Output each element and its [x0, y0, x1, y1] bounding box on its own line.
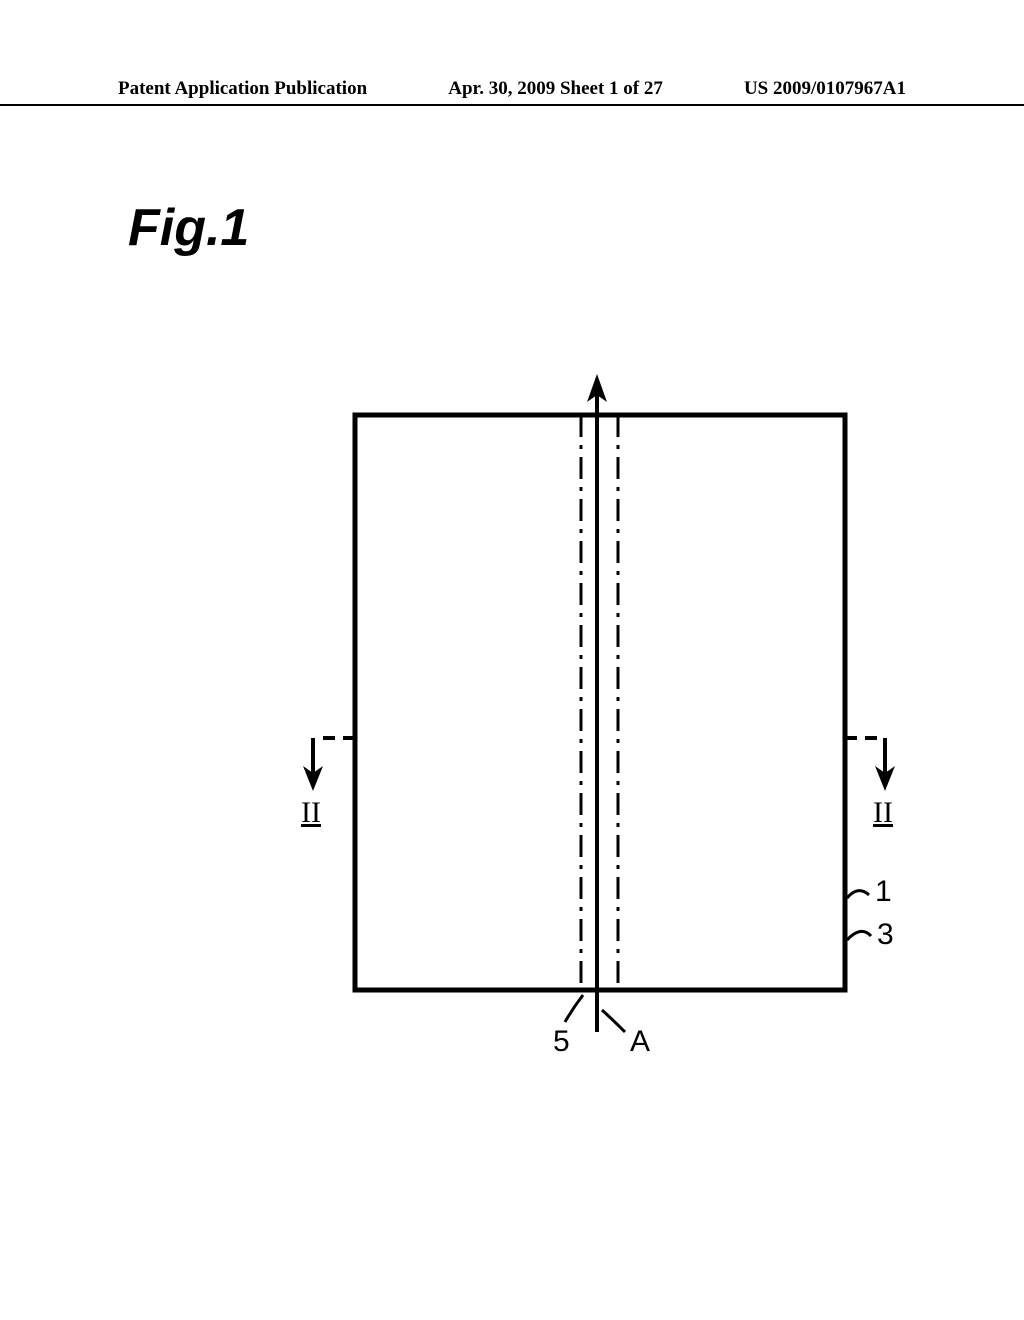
figure-label: Fig.1: [128, 198, 249, 258]
figure-svg: II II: [265, 370, 905, 1090]
section-label-right: II: [873, 796, 893, 829]
figure-1-diagram: II II 1 3 5 A: [265, 370, 905, 1090]
ref-5: 5: [553, 1025, 570, 1059]
header-center: Apr. 30, 2009 Sheet 1 of 27: [448, 78, 663, 100]
section-marker-right: II: [845, 738, 895, 829]
header-left: Patent Application Publication: [118, 78, 367, 100]
section-marker-left: II: [301, 738, 355, 829]
leader-5: [565, 995, 583, 1022]
leader-3: [847, 931, 871, 940]
leader-1: [847, 891, 869, 898]
page-header: Patent Application Publication Apr. 30, …: [0, 78, 1024, 106]
ref-A: A: [630, 1025, 650, 1059]
ref-3: 3: [877, 918, 894, 952]
ref-1: 1: [875, 875, 892, 909]
header-right: US 2009/0107967A1: [744, 78, 906, 100]
object-outline: [355, 415, 845, 990]
section-label-left: II: [301, 796, 321, 829]
leader-A: [602, 1010, 625, 1032]
